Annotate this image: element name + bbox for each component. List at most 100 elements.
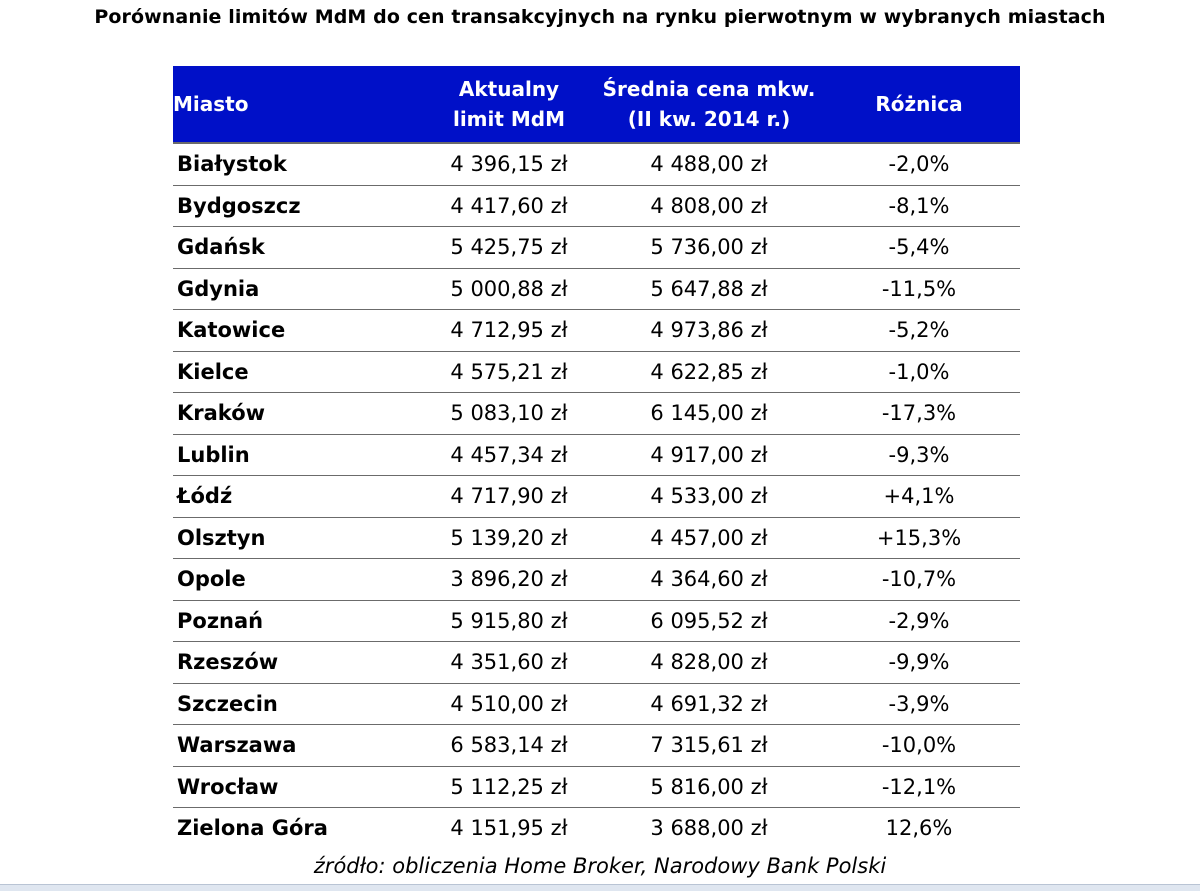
table-row: Warszawa 6 583,14 zł 7 315,61 zł -10,0% — [173, 724, 1020, 767]
column-header-price-line-2: (II kw. 2014 r.) — [627, 107, 791, 131]
cell-city: Łódź — [173, 475, 418, 518]
cell-limit: 5 139,20 zł — [418, 517, 600, 559]
cell-limit: 4 457,34 zł — [418, 434, 600, 476]
cell-limit: 5 425,75 zł — [418, 226, 600, 269]
cell-city: Olsztyn — [173, 517, 418, 559]
cell-diff: -9,9% — [818, 641, 1020, 684]
source-note: źródło: obliczenia Home Broker, Narodowy… — [313, 854, 887, 878]
cell-price: 5 736,00 zł — [600, 226, 818, 269]
table-row: Szczecin 4 510,00 zł 4 691,32 zł -3,9% — [173, 683, 1020, 725]
column-header-price: Średnia cena mkw. (II kw. 2014 r.) — [600, 66, 818, 144]
table-row: Poznań 5 915,80 zł 6 095,52 zł -2,9% — [173, 600, 1020, 642]
cell-price: 4 808,00 zł — [600, 185, 818, 227]
table-body: Białystok 4 396,15 zł 4 488,00 zł -2,0% Bydg… — [173, 143, 1020, 849]
cell-limit: 4 417,60 zł — [418, 185, 600, 227]
cell-limit: 4 510,00 zł — [418, 683, 600, 725]
column-header-diff-line: Różnica — [875, 92, 963, 116]
table-row: Bydgoszcz 4 417,60 zł 4 808,00 zł -8,1% — [173, 185, 1020, 227]
cell-price: 4 828,00 zł — [600, 641, 818, 684]
cell-city: Wrocław — [173, 766, 418, 808]
page-title: Porównanie limitów MdM do cen transakcyj… — [94, 6, 1106, 28]
table-row: Łódź 4 717,90 zł 4 533,00 zł +4,1% — [173, 475, 1020, 518]
table-row: Gdynia 5 000,88 zł 5 647,88 zł -11,5% — [173, 268, 1020, 310]
cell-price: 5 816,00 zł — [600, 766, 818, 808]
window-bottom-edge — [0, 884, 1200, 891]
cell-diff: +4,1% — [818, 475, 1020, 518]
cell-city: Lublin — [173, 434, 418, 476]
column-header-limit: Aktualny limit MdM — [418, 66, 600, 144]
table-row: Katowice 4 712,95 zł 4 973,86 zł -5,2% — [173, 309, 1020, 352]
table-row: Rzeszów 4 351,60 zł 4 828,00 zł -9,9% — [173, 641, 1020, 684]
cell-price: 5 647,88 zł — [600, 268, 818, 310]
table-row: Zielona Góra 4 151,95 zł 3 688,00 zł 12,6% — [173, 808, 1020, 849]
data-table: Miasto Aktualny limit MdM Średnia cena m… — [173, 66, 1020, 849]
cell-limit: 4 351,60 zł — [418, 641, 600, 684]
cell-diff: -12,1% — [818, 766, 1020, 808]
cell-city: Gdynia — [173, 268, 418, 310]
cell-city: Katowice — [173, 309, 418, 352]
cell-price: 4 488,00 zł — [600, 143, 818, 186]
cell-limit: 4 151,95 zł — [450, 816, 568, 841]
cell-price: 3 688,00 zł — [650, 816, 768, 841]
cell-diff: -5,2% — [818, 309, 1020, 352]
column-header-price-line-1: Średnia cena mkw. — [602, 77, 816, 101]
table-row: Olsztyn 5 139,20 zł 4 457,00 zł +15,3% — [173, 517, 1020, 559]
cell-city: Kraków — [173, 392, 418, 435]
cell-diff: -10,0% — [818, 724, 1020, 767]
cell-price: 4 364,60 zł — [600, 558, 818, 601]
column-header-limit-line-2: limit MdM — [452, 107, 566, 131]
column-header-diff: Różnica — [818, 66, 1020, 144]
cell-price: 4 917,00 zł — [600, 434, 818, 476]
column-header-city: Miasto — [173, 66, 418, 144]
cell-limit: 3 896,20 zł — [418, 558, 600, 601]
cell-diff: -1,0% — [818, 351, 1020, 393]
cell-diff: -9,3% — [818, 434, 1020, 476]
table-row: Wrocław 5 112,25 zł 5 816,00 zł -12,1% — [173, 766, 1020, 808]
cell-city: Rzeszów — [173, 641, 418, 684]
cell-price: 7 315,61 zł — [600, 724, 818, 767]
cell-city: Kielce — [173, 351, 418, 393]
cell-price: 6 145,00 zł — [600, 392, 818, 435]
cell-diff: -11,5% — [818, 268, 1020, 310]
cell-limit: 4 717,90 zł — [418, 475, 600, 518]
cell-city: Poznań — [173, 600, 418, 642]
table-row: Kielce 4 575,21 zł 4 622,85 zł -1,0% — [173, 351, 1020, 393]
cell-diff: -5,4% — [818, 226, 1020, 269]
cell-diff: -2,0% — [818, 143, 1020, 186]
cell-diff: -3,9% — [818, 683, 1020, 725]
table-row: Kraków 5 083,10 zł 6 145,00 zł -17,3% — [173, 392, 1020, 435]
cell-diff: -2,9% — [818, 600, 1020, 642]
cell-city: Zielona Góra — [177, 816, 328, 841]
cell-price: 4 533,00 zł — [600, 475, 818, 518]
table-header-row: Miasto Aktualny limit MdM Średnia cena m… — [173, 66, 1020, 144]
cell-limit: 4 396,15 zł — [418, 143, 600, 186]
cell-price: 4 622,85 zł — [600, 351, 818, 393]
cell-limit: 5 915,80 zł — [418, 600, 600, 642]
table-row: Białystok 4 396,15 zł 4 488,00 zł -2,0% — [173, 143, 1020, 186]
cell-diff: -17,3% — [818, 392, 1020, 435]
table-row: Gdańsk 5 425,75 zł 5 736,00 zł -5,4% — [173, 226, 1020, 269]
cell-limit: 5 083,10 zł — [418, 392, 600, 435]
cell-city: Szczecin — [173, 683, 418, 725]
data-table-container: Miasto Aktualny limit MdM Średnia cena m… — [173, 66, 1020, 849]
table-row: Lublin 4 457,34 zł 4 917,00 zł -9,3% — [173, 434, 1020, 476]
cell-diff: 12,6% — [885, 816, 953, 841]
cell-city: Bydgoszcz — [173, 185, 418, 227]
column-header-limit-line-1: Aktualny — [458, 77, 560, 101]
cell-limit: 6 583,14 zł — [418, 724, 600, 767]
cell-city: Gdańsk — [173, 226, 418, 269]
cell-price: 6 095,52 zł — [600, 600, 818, 642]
cell-city: Opole — [173, 558, 418, 601]
cell-price: 4 973,86 zł — [600, 309, 818, 352]
cell-price: 4 457,00 zł — [600, 517, 818, 559]
cell-diff: +15,3% — [818, 517, 1020, 559]
cell-city: Białystok — [173, 143, 418, 186]
cell-price: 4 691,32 zł — [600, 683, 818, 725]
cell-limit: 5 000,88 zł — [418, 268, 600, 310]
cell-limit: 4 712,95 zł — [418, 309, 600, 352]
cell-diff: -8,1% — [818, 185, 1020, 227]
cell-city: Warszawa — [173, 724, 418, 767]
cell-limit: 4 575,21 zł — [418, 351, 600, 393]
column-header-city-line: Miasto — [173, 92, 249, 116]
cell-limit: 5 112,25 zł — [418, 766, 600, 808]
